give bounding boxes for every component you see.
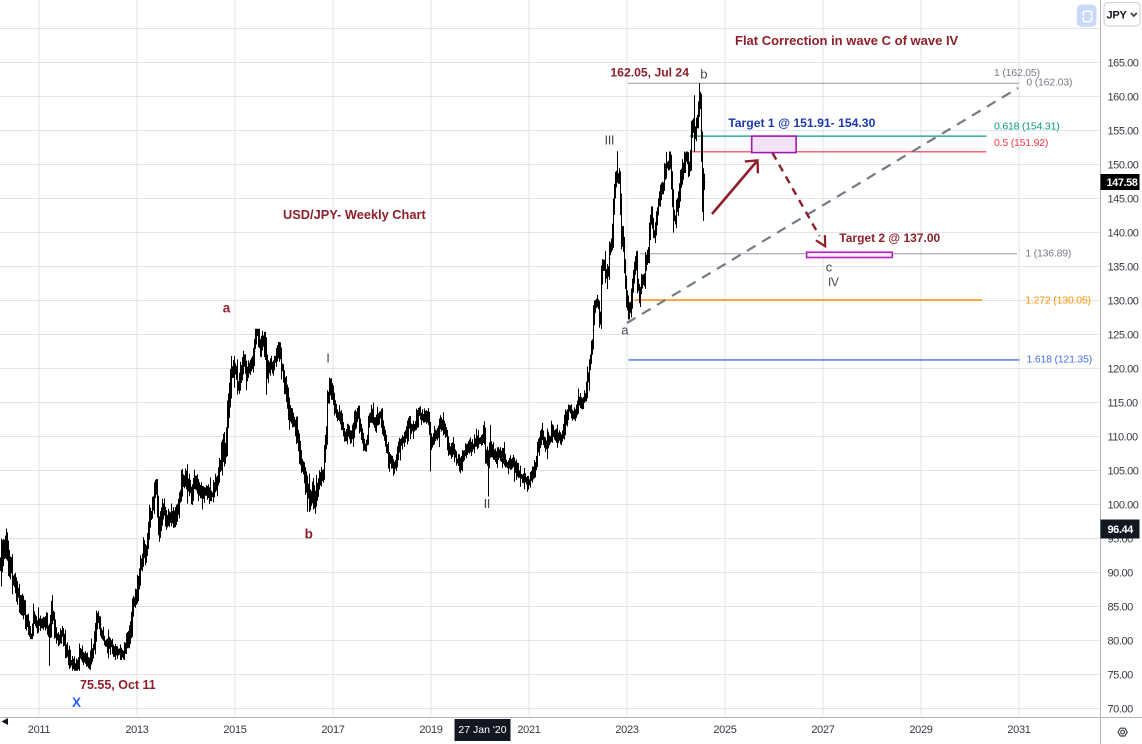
svg-text:2015: 2015 bbox=[223, 724, 246, 736]
svg-text:I: I bbox=[326, 351, 329, 366]
svg-text:150.00: 150.00 bbox=[1108, 159, 1139, 171]
svg-text:b: b bbox=[700, 67, 707, 82]
svg-text:105.00: 105.00 bbox=[1108, 465, 1139, 477]
svg-text:96.44: 96.44 bbox=[1108, 524, 1135, 536]
svg-text:85.00: 85.00 bbox=[1108, 601, 1134, 613]
svg-text:2025: 2025 bbox=[713, 724, 736, 736]
svg-text:155.00: 155.00 bbox=[1108, 125, 1139, 137]
svg-text:0 (162.03): 0 (162.03) bbox=[1026, 77, 1072, 89]
svg-text:1 (162.05): 1 (162.05) bbox=[994, 67, 1040, 79]
svg-text:100.00: 100.00 bbox=[1108, 499, 1139, 511]
svg-text:a: a bbox=[223, 300, 231, 315]
svg-text:2029: 2029 bbox=[909, 724, 932, 736]
svg-text:1.272 (130.05): 1.272 (130.05) bbox=[1025, 294, 1091, 306]
svg-text:160.00: 160.00 bbox=[1108, 91, 1139, 103]
svg-text:110.00: 110.00 bbox=[1108, 431, 1138, 443]
svg-text:135.00: 135.00 bbox=[1108, 261, 1139, 273]
svg-text:165.00: 165.00 bbox=[1108, 57, 1139, 69]
svg-text:125.00: 125.00 bbox=[1108, 329, 1139, 341]
svg-text:0.5 (151.92): 0.5 (151.92) bbox=[994, 137, 1048, 149]
svg-text:1.618 (121.35): 1.618 (121.35) bbox=[1027, 353, 1093, 365]
svg-text:IV: IV bbox=[828, 275, 839, 289]
svg-text:III: III bbox=[605, 133, 615, 148]
svg-text:II: II bbox=[484, 496, 490, 511]
svg-text:145.00: 145.00 bbox=[1108, 193, 1139, 205]
svg-text:2019: 2019 bbox=[419, 724, 442, 736]
svg-text:Target 2 @ 137.00: Target 2 @ 137.00 bbox=[839, 231, 940, 245]
svg-text:2011: 2011 bbox=[28, 724, 51, 736]
svg-text:c: c bbox=[826, 260, 833, 275]
svg-text:JPY: JPY bbox=[1107, 10, 1128, 22]
svg-text:2031: 2031 bbox=[1007, 724, 1030, 736]
svg-text:1 (136.89): 1 (136.89) bbox=[1025, 247, 1071, 259]
svg-text:147.58: 147.58 bbox=[1107, 177, 1138, 189]
svg-text:162.05, Jul 24: 162.05, Jul 24 bbox=[610, 66, 689, 80]
svg-text:2017: 2017 bbox=[321, 724, 344, 736]
svg-text:b: b bbox=[305, 527, 313, 542]
svg-text:Target 1 @ 151.91- 154.30: Target 1 @ 151.91- 154.30 bbox=[728, 116, 875, 130]
svg-text:27 Jan '20: 27 Jan '20 bbox=[458, 724, 506, 736]
svg-text:75.55, Oct 11: 75.55, Oct 11 bbox=[80, 678, 156, 692]
svg-text:120.00: 120.00 bbox=[1108, 363, 1139, 375]
svg-text:80.00: 80.00 bbox=[1108, 635, 1134, 647]
svg-text:115.00: 115.00 bbox=[1108, 397, 1138, 409]
svg-text:X: X bbox=[72, 695, 81, 710]
svg-text:140.00: 140.00 bbox=[1108, 227, 1139, 239]
svg-text:70.00: 70.00 bbox=[1108, 703, 1134, 715]
svg-text:2013: 2013 bbox=[125, 724, 148, 736]
svg-text:2027: 2027 bbox=[811, 724, 834, 736]
svg-text:0.618 (154.31): 0.618 (154.31) bbox=[994, 120, 1060, 132]
svg-text:USD/JPY- Weekly Chart: USD/JPY- Weekly Chart bbox=[283, 207, 426, 222]
svg-text:90.00: 90.00 bbox=[1108, 567, 1134, 579]
svg-text:130.00: 130.00 bbox=[1108, 295, 1139, 307]
svg-text:Flat Correction in wave C of w: Flat Correction in wave C of wave IV bbox=[735, 33, 959, 48]
svg-text:2021: 2021 bbox=[517, 724, 540, 736]
svg-text:a: a bbox=[621, 323, 629, 338]
svg-text:75.00: 75.00 bbox=[1108, 669, 1134, 681]
svg-text:2023: 2023 bbox=[615, 724, 638, 736]
